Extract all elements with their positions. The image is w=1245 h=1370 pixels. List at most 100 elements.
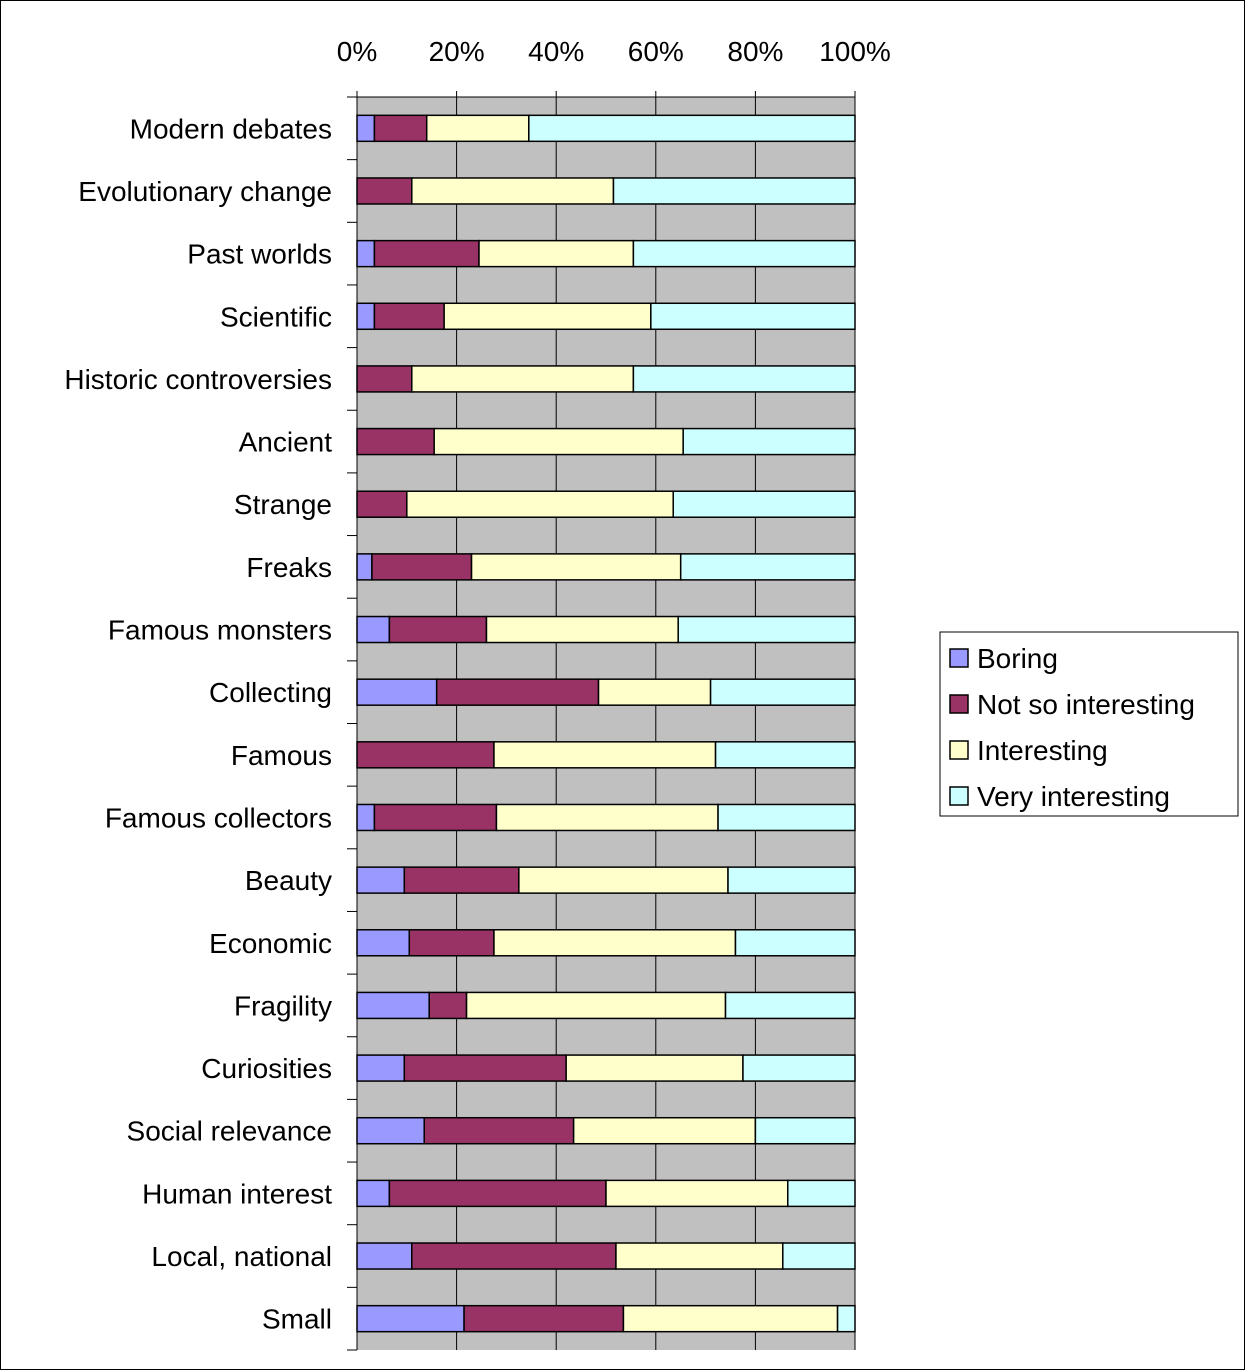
- category-label: Collecting: [209, 677, 332, 708]
- category-label: Social relevance: [127, 1116, 332, 1147]
- bar-segment: [679, 553, 856, 581]
- bar-segment: [403, 1054, 567, 1082]
- x-tick-label: 60%: [628, 36, 684, 67]
- bar-segment: [356, 803, 376, 832]
- bar-segment: [356, 553, 373, 581]
- bar-segment: [356, 678, 438, 706]
- bar-segment: [356, 490, 408, 518]
- bar-segment: [565, 1054, 744, 1082]
- bar-segment: [782, 1242, 856, 1270]
- bar-segment: [356, 1116, 425, 1145]
- bar-segment: [373, 302, 445, 331]
- bar-segment: [408, 929, 495, 957]
- category-label: Curiosities: [201, 1053, 332, 1084]
- bar-segment: [622, 1304, 839, 1333]
- bar-segment: [717, 803, 856, 832]
- bar-segment: [478, 239, 635, 268]
- bar-segment: [709, 678, 856, 706]
- bar-segment: [787, 1179, 856, 1208]
- category-label: Famous collectors: [105, 802, 332, 833]
- bar-segment: [373, 239, 480, 268]
- category-label: Past worlds: [187, 239, 332, 270]
- bar-segment: [356, 1304, 465, 1333]
- bar-segment: [356, 427, 435, 456]
- bar-segment: [356, 114, 376, 143]
- bar-segment: [356, 177, 413, 205]
- x-tick-label: 80%: [727, 36, 783, 67]
- x-axis: 0% 20% 40% 60% 80% 100%: [337, 36, 891, 98]
- category-label: Famous: [231, 740, 332, 771]
- bar-segment: [612, 177, 856, 205]
- bar-segment: [406, 490, 674, 518]
- bar-segment: [356, 866, 406, 894]
- bar-segment: [356, 239, 376, 268]
- bar-segment: [403, 866, 520, 894]
- bar-segment: [493, 929, 737, 957]
- bar-segment: [518, 866, 729, 894]
- legend-label: Very interesting: [977, 781, 1170, 812]
- category-label: Human interest: [142, 1178, 332, 1209]
- bar-segment: [356, 615, 391, 644]
- category-label: Evolutionary change: [78, 176, 332, 207]
- bar-segment: [463, 1304, 625, 1333]
- bar-segment: [650, 302, 856, 331]
- category-label: Small: [262, 1304, 332, 1335]
- bar-segment: [615, 1242, 784, 1270]
- category-label: Historic controversies: [64, 364, 332, 395]
- category-label: Strange: [234, 489, 332, 520]
- bar-segment: [734, 929, 856, 957]
- bar-segment: [356, 1054, 406, 1082]
- bar-segment: [528, 114, 856, 143]
- bar-segment: [597, 678, 712, 706]
- bar-segment: [754, 1116, 856, 1145]
- x-tick-label: 0%: [337, 36, 377, 67]
- bar-segment: [465, 991, 727, 1020]
- bar-segment: [356, 1179, 391, 1208]
- bar-segment: [423, 1116, 575, 1145]
- category-label: Local, national: [151, 1241, 332, 1272]
- legend-box: [939, 631, 1239, 817]
- plot-background: [357, 97, 855, 1350]
- bar-segment: [388, 1179, 607, 1208]
- bar-segment: [388, 615, 488, 644]
- legend-swatch: [949, 786, 969, 806]
- category-label: Freaks: [246, 552, 332, 583]
- bar-segment: [485, 615, 679, 644]
- legend-label: Not so interesting: [977, 689, 1195, 720]
- bar-segment: [632, 239, 856, 268]
- bar-segment: [443, 302, 652, 331]
- bar-segment: [572, 1116, 757, 1145]
- bar-segment: [356, 929, 411, 957]
- x-tick-label: 40%: [528, 36, 584, 67]
- bars: [356, 114, 856, 1333]
- bar-segment: [435, 678, 600, 706]
- bar-segment: [493, 741, 717, 769]
- bar-segment: [411, 1242, 617, 1270]
- y-axis: Modern debates Evolutionary change Past wo…: [64, 96, 358, 1351]
- bar-segment: [356, 991, 430, 1020]
- plot-area: [356, 97, 856, 1350]
- bar-segment: [672, 490, 856, 518]
- bar-segment: [677, 615, 856, 644]
- bar-segment: [371, 553, 473, 581]
- bar-segment: [470, 553, 682, 581]
- bar-segment: [356, 1242, 413, 1270]
- bar-segment: [632, 365, 856, 393]
- category-label: Famous monsters: [108, 615, 332, 646]
- legend-swatch: [949, 694, 969, 714]
- category-label: Beauty: [245, 865, 332, 896]
- bar-segment: [714, 741, 856, 769]
- legend-label: Interesting: [977, 735, 1108, 766]
- x-tick-label: 100%: [819, 36, 891, 67]
- bar-segment: [373, 803, 498, 832]
- bar-segment: [682, 427, 856, 456]
- bar-segment: [742, 1054, 856, 1082]
- category-label: Ancient: [239, 427, 333, 458]
- legend: Boring Not so interesting Interesting Very …: [939, 631, 1239, 817]
- legend-swatch: [949, 740, 969, 760]
- bar-segment: [425, 114, 530, 143]
- bar-segment: [411, 365, 635, 393]
- category-label: Fragility: [234, 990, 332, 1021]
- bar-segment: [356, 302, 376, 331]
- bar-segment: [411, 177, 615, 205]
